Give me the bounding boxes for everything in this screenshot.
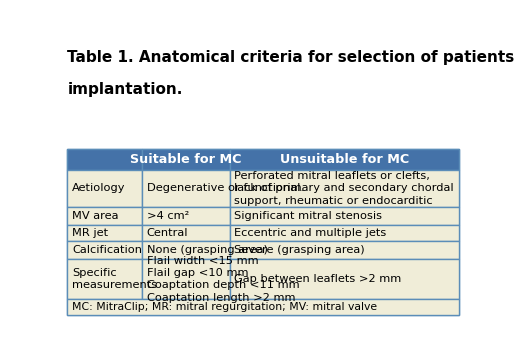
Bar [142, 225, 230, 241]
Text: Flail width <15 mm
Flail gap <10 mm
Coaptation depth <11 mm
Coaptation length >2: Flail width <15 mm Flail gap <10 mm Coap… [146, 256, 299, 303]
Bar [67, 259, 142, 299]
Bar [142, 170, 230, 207]
Bar [142, 259, 230, 299]
Bar [67, 299, 460, 315]
Text: Table 1. Anatomical criteria for selection of patients for MitraClip: Table 1. Anatomical criteria for selecti… [67, 50, 514, 65]
Bar [230, 207, 460, 225]
Text: MR jet: MR jet [72, 228, 108, 238]
Bar [67, 149, 142, 170]
Bar [142, 207, 230, 225]
Bar [67, 207, 142, 225]
Text: >4 cm²: >4 cm² [146, 211, 189, 221]
Text: Degenerative or functional.: Degenerative or functional. [146, 183, 304, 193]
Bar [67, 241, 142, 259]
Bar [142, 241, 230, 259]
Text: MC: MitraClip; MR: mitral regurgitation; MV: mitral valve: MC: MitraClip; MR: mitral regurgitation;… [72, 302, 377, 312]
Text: Gap between leaflets >2 mm: Gap between leaflets >2 mm [234, 274, 401, 284]
Bar [67, 170, 142, 207]
Text: Eccentric and multiple jets: Eccentric and multiple jets [234, 228, 387, 238]
Bar [67, 225, 142, 241]
Text: Severe (grasping area): Severe (grasping area) [234, 245, 365, 255]
Text: implantation.: implantation. [67, 82, 183, 97]
Bar [230, 170, 460, 207]
Bar [230, 149, 460, 170]
Bar [142, 149, 230, 170]
Text: Central: Central [146, 228, 188, 238]
Text: Significant mitral stenosis: Significant mitral stenosis [234, 211, 382, 221]
Text: Aetiology: Aetiology [72, 183, 126, 193]
Text: Unsuitable for MC: Unsuitable for MC [280, 153, 409, 166]
Bar [230, 259, 460, 299]
Text: Calcification: Calcification [72, 245, 142, 255]
Text: None (grasping area): None (grasping area) [146, 245, 268, 255]
Bar [230, 225, 460, 241]
Text: Specific
measurements: Specific measurements [72, 268, 157, 291]
Text: Perforated mitral leaflets or clefts,
lack of primary and secondary chordal
supp: Perforated mitral leaflets or clefts, la… [234, 171, 454, 206]
Text: MV area: MV area [72, 211, 119, 221]
Bar [67, 149, 460, 315]
Text: Suitable for MC: Suitable for MC [130, 153, 242, 166]
Bar [230, 241, 460, 259]
